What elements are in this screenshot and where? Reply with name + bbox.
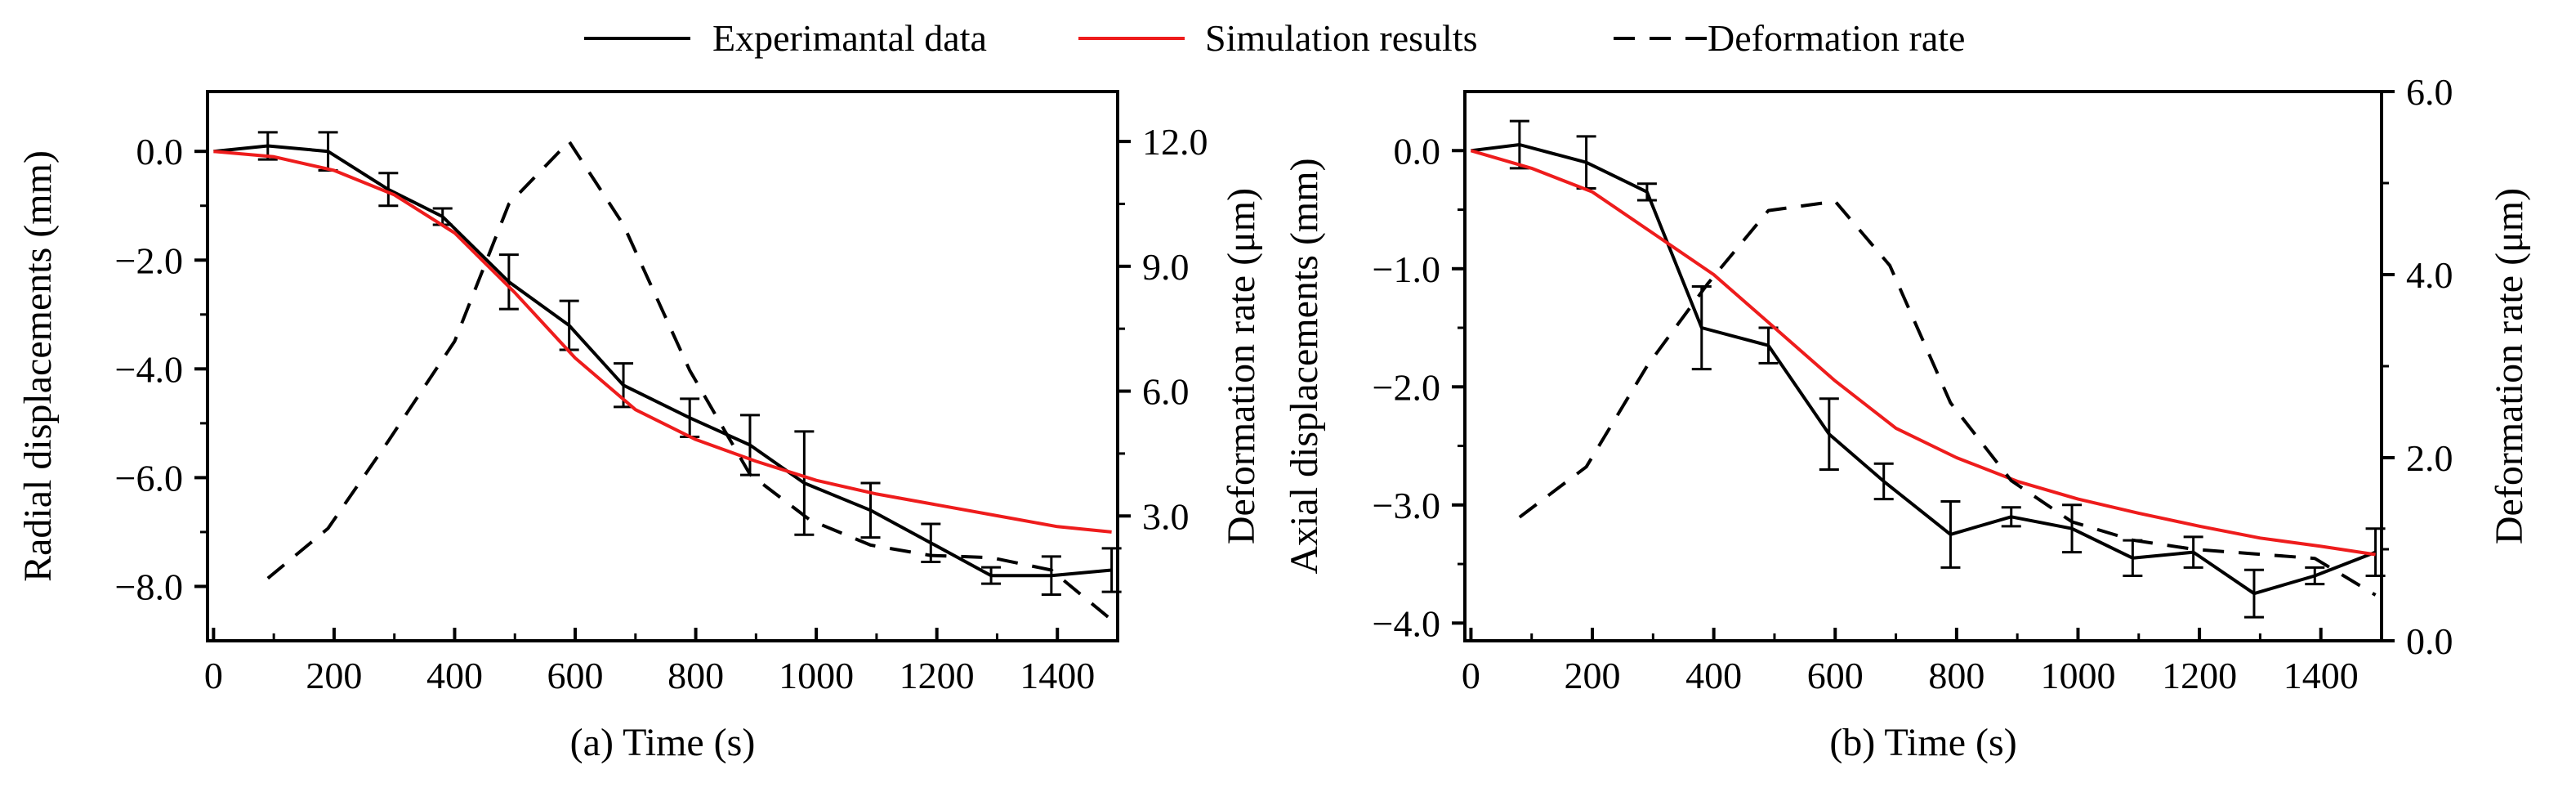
y-left-tick-label: −6.0 xyxy=(115,457,183,499)
y-right-tick-label: 4.0 xyxy=(2406,254,2453,296)
y-right-tick-label: 3.0 xyxy=(1142,495,1190,537)
y-right-tick-label: 9.0 xyxy=(1142,246,1190,288)
x-tick-label: 800 xyxy=(667,655,724,696)
x-tick-label: 600 xyxy=(547,655,604,696)
x-tick-label: 600 xyxy=(1807,655,1864,696)
x-tick-label: 1000 xyxy=(2040,655,2115,696)
series-line-simulation-results xyxy=(1470,149,2376,557)
y-right-tick-label: 2.0 xyxy=(2406,437,2453,479)
series-line-deformation-rate xyxy=(1518,199,2377,597)
chart-panel-a: 0 200 400 600 800 1000 1200 1400 0.0 −2.0 −4.0 −6.0… xyxy=(16,90,1263,764)
x-tick-label: 1400 xyxy=(1020,655,1095,696)
x-tick-label: 400 xyxy=(426,655,483,696)
y-left-tick-label: 0.0 xyxy=(136,131,184,172)
x-axis-caption: (b) Time (s) xyxy=(1829,721,2016,764)
y-axis-label-right: Deformation rate (μm) xyxy=(2488,188,2531,544)
x-tick-label: 200 xyxy=(1565,655,1621,696)
x-tick-label: 0 xyxy=(204,655,223,696)
y-right-tick-label: 6.0 xyxy=(2406,71,2453,113)
x-tick-label: 400 xyxy=(1685,655,1742,696)
legend-label-2: Deformation rate xyxy=(1708,17,1965,59)
y-left-tick-label: −4.0 xyxy=(1373,602,1440,644)
series-line-experimantal-data xyxy=(213,144,1112,578)
y-axis-label-right: Deformation rate (μm) xyxy=(1220,188,1263,544)
x-axis-caption: (a) Time (s) xyxy=(570,721,756,764)
plot-frame xyxy=(206,90,1119,642)
y-right-tick-label: 0.0 xyxy=(2406,620,2453,662)
x-tick-label: 0 xyxy=(1462,655,1480,696)
series-line-simulation-results xyxy=(213,150,1112,534)
y-left-tick-label: −1.0 xyxy=(1373,248,1440,290)
y-left-tick-label: −3.0 xyxy=(1373,485,1440,526)
plot-frame xyxy=(1463,90,2383,642)
series-line-experimantal-data xyxy=(1471,143,2377,596)
x-tick-label: 1000 xyxy=(779,655,854,696)
y-left-tick-label: −4.0 xyxy=(115,348,183,390)
legend-label-1: Simulation results xyxy=(1205,17,1478,59)
x-tick-label: 800 xyxy=(1928,655,1984,696)
y-left-tick-label: 0.0 xyxy=(1394,130,1441,172)
legend-label-0: Experimantal data xyxy=(712,17,987,59)
y-left-tick-label: −2.0 xyxy=(1373,366,1440,408)
y-left-tick-label: −2.0 xyxy=(115,239,183,281)
chart-panel-b: 0 200 400 600 800 1000 1200 1400 0.0 −1.0 −2.0 −3.0… xyxy=(1283,71,2531,764)
y-left-tick-label: −8.0 xyxy=(115,566,183,607)
x-tick-label: 1400 xyxy=(2284,655,2359,696)
legend: Experimantal data Simulation results Defor… xyxy=(584,17,1965,59)
x-tick-label: 1200 xyxy=(2162,655,2237,696)
x-tick-label: 1200 xyxy=(900,655,975,696)
y-axis-label-left: Axial displacements (mm) xyxy=(1283,158,1326,574)
y-axis-label-left: Radial displacements (mm) xyxy=(16,150,60,582)
y-right-tick-label: 6.0 xyxy=(1142,371,1190,413)
x-tick-label: 200 xyxy=(306,655,362,696)
series-line-deformation-rate xyxy=(266,140,1113,622)
y-right-tick-label: 12.0 xyxy=(1142,121,1208,163)
